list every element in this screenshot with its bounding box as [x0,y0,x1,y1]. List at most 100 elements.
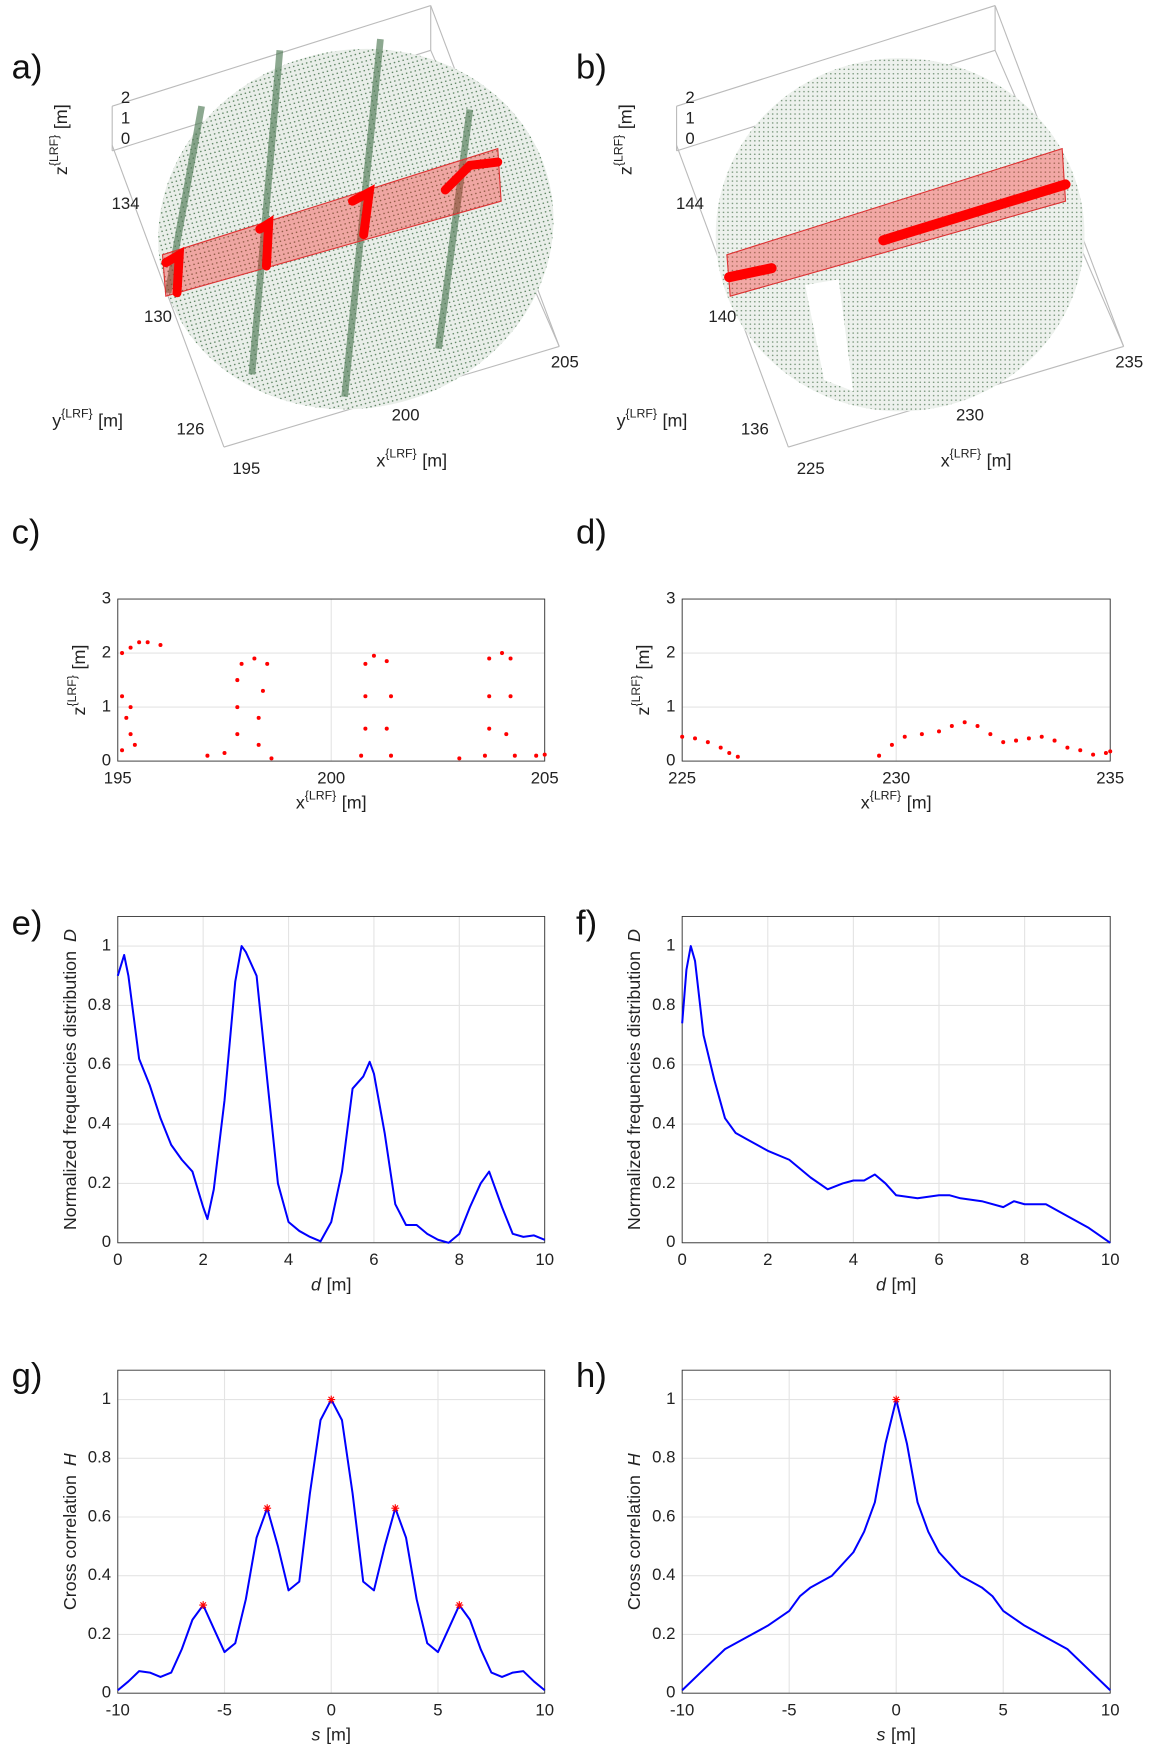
x-tick-label: 0 [892,1700,901,1719]
x-tick-label: 230 [882,768,910,787]
point [534,753,539,758]
label-superscript: {LRF} [385,447,416,461]
point [120,748,125,753]
point [508,694,513,699]
label-symbol: d [876,1274,887,1294]
y-tick-label: 1 [102,1389,111,1408]
label-unit: [m] [891,1724,916,1744]
y-tick-label: 0 [102,751,111,770]
point [235,678,240,683]
panel-label: h) [576,1357,607,1395]
label-superscript: {LRF} [870,789,901,803]
label-symbol: x [376,450,385,470]
point [269,756,274,761]
label-superscript: {LRF} [65,675,79,706]
label-symbol: x [941,450,950,470]
y-axis-label: y{LRF} [m] [52,407,123,430]
bounding-box [112,5,431,107]
x-tick-label: 8 [455,1250,464,1269]
label-superscript: {LRF} [950,447,981,461]
point [1078,748,1083,753]
y-tick-label: 0.2 [88,1624,111,1643]
plot-frame [681,598,1111,762]
point [124,715,129,720]
tick-label: 140 [708,307,736,326]
line [681,945,1111,1244]
y-axis-label: z{LRF} [m] [629,645,652,716]
x-tick-label: 6 [369,1250,378,1269]
point [962,720,967,725]
point [256,715,261,720]
label-symbol: z [633,706,653,715]
point [1108,749,1113,754]
y-axis-label: Normalized frequencies distribution D [60,929,80,1230]
bounding-box [111,145,225,448]
point [389,753,394,758]
x-tick-label: -5 [217,1700,232,1719]
label-text: Cross correlation [60,1475,80,1610]
y-tick-label: 0.6 [88,1054,111,1073]
x-axis-label: x{LRF} [m] [376,447,447,470]
y-tick-label: 0 [666,751,675,770]
cloud-ridge [248,50,284,375]
x-axis-label: d [m] [876,1274,916,1294]
tick-label: 144 [676,194,704,213]
panel-label: g) [12,1357,43,1395]
x-tick-label: 5 [999,1700,1008,1719]
point [389,694,394,699]
line [116,945,546,1244]
panel-label: c) [12,513,41,551]
y-tick-label: 0.8 [88,995,111,1014]
label-unit: [m] [663,410,688,430]
plot-frame [117,598,546,762]
point [487,656,492,661]
plot-frame [681,1369,1111,1694]
point [363,726,368,731]
label-unit: [m] [422,450,447,470]
peak-marker [199,1601,208,1610]
point [120,694,125,699]
panel-label: f) [576,905,597,943]
x-tick-label: 4 [849,1250,858,1269]
label-unit: [m] [907,792,932,812]
x-tick-label: 5 [433,1700,442,1719]
peak-marker [327,1395,336,1404]
tick-label: 2 [121,88,130,107]
panel-label: b) [576,48,607,86]
point [1065,745,1070,750]
x-tick-label: 225 [668,768,696,787]
x-axis-label: d [m] [311,1274,351,1294]
x-tick-label: 0 [327,1700,336,1719]
x-axis-label: x{LRF} [m] [296,789,367,812]
y-axis-label: Cross correlation H [60,1453,80,1610]
selected-points [255,215,274,271]
tick-label: 134 [112,194,140,213]
cloud-ridge [435,109,474,350]
point [205,753,210,758]
point [693,736,698,741]
label-symbol: x [861,792,870,812]
label-symbol: s [877,1724,886,1744]
point [1103,750,1108,756]
tick-label: 200 [392,406,420,425]
label-symbol: z [615,166,635,175]
point [235,732,240,737]
y-tick-label: 0.2 [652,1624,675,1643]
y-tick-label: 0 [666,1232,675,1251]
point [363,661,368,666]
x-tick-label: -10 [106,1700,130,1719]
point [487,694,492,699]
x-tick-label: 6 [934,1250,943,1269]
x-tick-label: 10 [535,1250,554,1269]
label-superscript: {LRF} [612,135,626,166]
label-symbol: s [312,1724,321,1744]
tick-label: 0 [685,129,694,148]
x-tick-label: 205 [531,768,559,787]
point [128,645,133,650]
point [363,694,368,699]
y-tick-label: 0.4 [652,1114,675,1133]
point [512,753,517,758]
point [889,742,894,747]
